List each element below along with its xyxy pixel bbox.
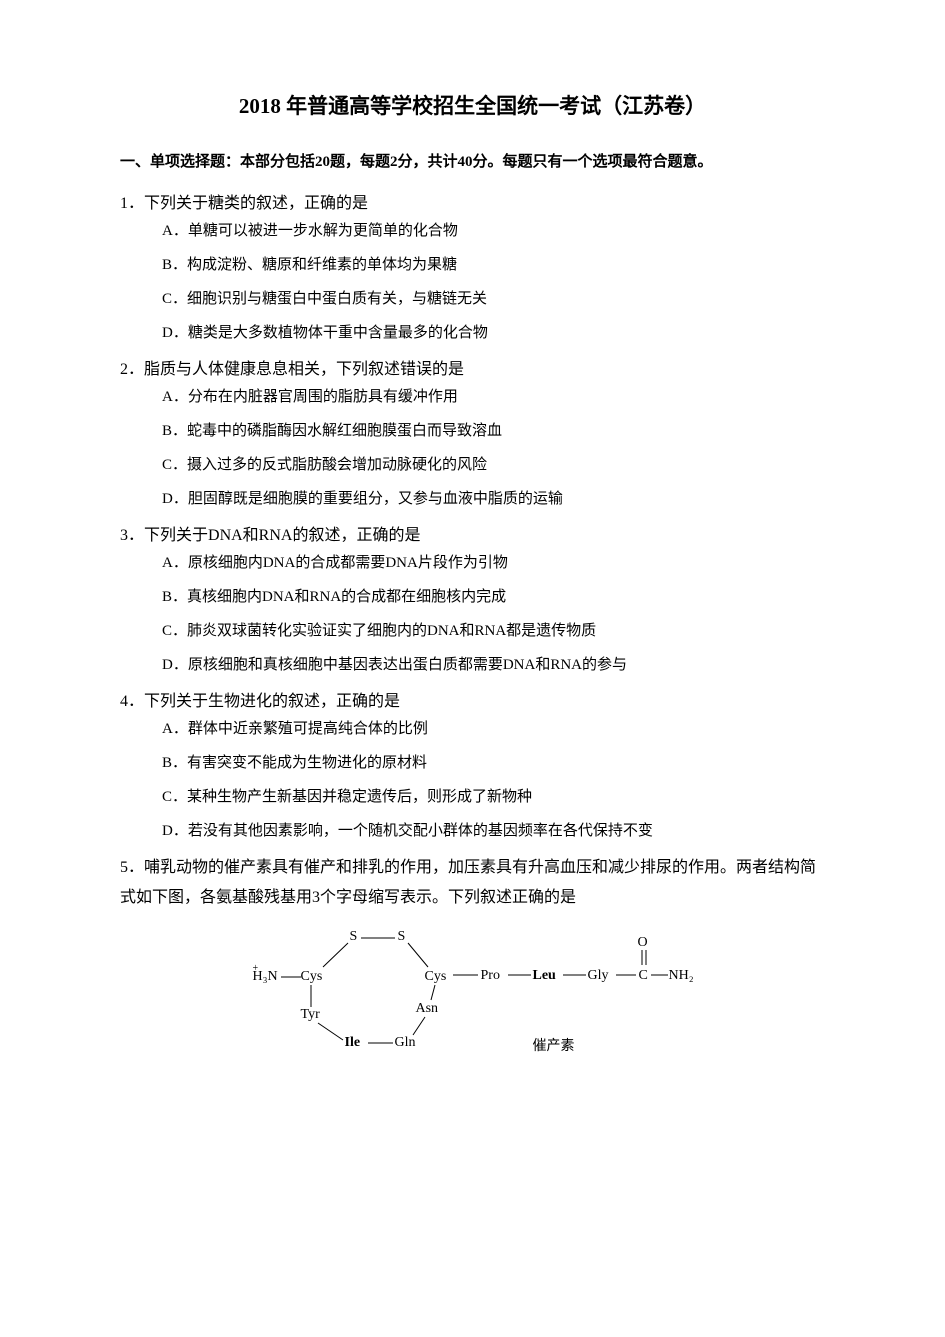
question-text: 下列关于生物进化的叙述，正确的是 — [144, 693, 400, 710]
gln-label: Gln — [395, 1035, 416, 1051]
oxytocin-label: 催产素 — [533, 1035, 575, 1055]
leu-label: Leu — [533, 968, 556, 984]
option-c: C．肺炎双球菌转化实验证实了细胞内的DNA和RNA都是遗传物质 — [120, 619, 825, 643]
question-number: 4． — [120, 693, 144, 710]
section-header: 一、单项选择题：本部分包括20题，每题2分，共计40分。每题只有一个选项最符合题… — [120, 148, 825, 177]
question-5: 5．哺乳动物的催产素具有催产和排乳的作用，加压素具有升高血压和减少排尿的作用。两… — [120, 853, 825, 914]
question-stem: 3．下列关于DNA和RNA的叙述，正确的是 — [120, 521, 825, 545]
question-stem: 4．下列关于生物进化的叙述，正确的是 — [120, 687, 825, 711]
peptide-figure: + H₃N Cys S S Cys Tyr Ile Gln Asn Pro Le… — [120, 925, 825, 1060]
question-stem: 5．哺乳动物的催产素具有催产和排乳的作用，加压素具有升高血压和减少排尿的作用。两… — [120, 853, 825, 914]
option-c: C．细胞识别与糖蛋白中蛋白质有关，与糖链无关 — [120, 287, 825, 311]
option-d: D．若没有其他因素影响，一个随机交配小群体的基因频率在各代保持不变 — [120, 819, 825, 843]
cys1-label: Cys — [301, 969, 323, 985]
question-number: 3． — [120, 527, 144, 544]
o-label: O — [638, 935, 648, 951]
gly-label: Gly — [588, 968, 609, 984]
option-d: D．胆固醇既是细胞膜的重要组分，又参与血液中脂质的运输 — [120, 487, 825, 511]
pro-label: Pro — [481, 968, 500, 984]
option-d: D．原核细胞和真核细胞中基因表达出蛋白质都需要DNA和RNA的参与 — [120, 653, 825, 677]
c-label: C — [639, 968, 648, 984]
question-text: 下列关于DNA和RNA的叙述，正确的是 — [144, 527, 420, 544]
question-number: 1． — [120, 195, 144, 212]
option-a: A．分布在内脏器官周围的脂肪具有缓冲作用 — [120, 385, 825, 409]
question-2: 2．脂质与人体健康息息相关，下列叙述错误的是 A．分布在内脏器官周围的脂肪具有缓… — [120, 355, 825, 511]
option-a: A．单糖可以被进一步水解为更简单的化合物 — [120, 219, 825, 243]
question-stem: 2．脂质与人体健康息息相关，下列叙述错误的是 — [120, 355, 825, 379]
option-a: A．群体中近亲繁殖可提高纯合体的比例 — [120, 717, 825, 741]
s1-label: S — [350, 929, 358, 945]
s2-label: S — [398, 929, 406, 945]
question-text: 哺乳动物的催产素具有催产和排乳的作用，加压素具有升高血压和减少排尿的作用。两者结… — [120, 859, 816, 906]
option-d: D．糖类是大多数植物体干重中含量最多的化合物 — [120, 321, 825, 345]
asn-label: Asn — [416, 1001, 439, 1017]
tyr-label: Tyr — [301, 1007, 320, 1023]
option-b: B．有害突变不能成为生物进化的原材料 — [120, 751, 825, 775]
option-c: C．某种生物产生新基因并稳定遗传后，则形成了新物种 — [120, 785, 825, 809]
nh2-label: NH₂ — [669, 968, 694, 984]
question-4: 4．下列关于生物进化的叙述，正确的是 A．群体中近亲繁殖可提高纯合体的比例 B．… — [120, 687, 825, 843]
question-text: 脂质与人体健康息息相关，下列叙述错误的是 — [144, 361, 464, 378]
option-b: B．构成淀粉、糖原和纤维素的单体均为果糖 — [120, 253, 825, 277]
cys2-label: Cys — [425, 969, 447, 985]
option-b: B．真核细胞内DNA和RNA的合成都在细胞核内完成 — [120, 585, 825, 609]
question-number: 2． — [120, 361, 144, 378]
option-b: B．蛇毒中的磷脂酶因水解红细胞膜蛋白而导致溶血 — [120, 419, 825, 443]
question-3: 3．下列关于DNA和RNA的叙述，正确的是 A．原核细胞内DNA的合成都需要DN… — [120, 521, 825, 677]
question-number: 5． — [120, 859, 144, 876]
exam-title: 2018 年普通高等学校招生全国统一考试（江苏卷） — [120, 90, 825, 120]
ile-label: Ile — [345, 1035, 361, 1051]
h3n-label: H₃N — [253, 969, 278, 985]
question-text: 下列关于糖类的叙述，正确的是 — [144, 195, 368, 212]
question-1: 1．下列关于糖类的叙述，正确的是 A．单糖可以被进一步水解为更简单的化合物 B．… — [120, 189, 825, 345]
question-stem: 1．下列关于糖类的叙述，正确的是 — [120, 189, 825, 213]
option-a: A．原核细胞内DNA的合成都需要DNA片段作为引物 — [120, 551, 825, 575]
option-c: C．摄入过多的反式脂肪酸会增加动脉硬化的风险 — [120, 453, 825, 477]
